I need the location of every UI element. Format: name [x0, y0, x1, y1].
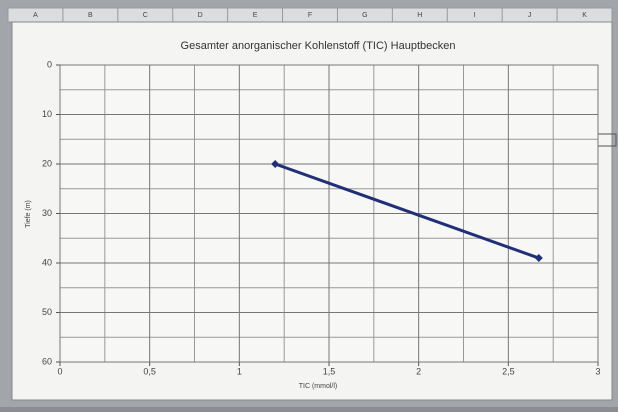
column-header: I — [474, 12, 476, 19]
column-header: E — [253, 12, 258, 19]
column-header: A — [33, 12, 38, 19]
column-header: F — [308, 12, 312, 19]
y-tick-label: 40 — [42, 257, 52, 267]
column-header: H — [417, 12, 422, 19]
y-tick-label: 10 — [42, 109, 52, 119]
chart-title: Gesamter anorganischer Kohlenstoff (TIC)… — [181, 40, 456, 52]
page: Gesamter anorganischer Kohlenstoff (TIC)… — [0, 0, 618, 412]
column-header: D — [198, 12, 203, 19]
y-tick-label: 50 — [42, 307, 52, 317]
x-tick-label: 3 — [595, 366, 600, 376]
x-tick-label: 2,5 — [502, 366, 515, 376]
x-axis-label: TIC (mmol/l) — [299, 383, 338, 390]
x-tick-label: 1,5 — [323, 366, 336, 376]
x-tick-label: 2 — [416, 366, 421, 376]
column-header: J — [528, 12, 532, 19]
x-tick-label: 0 — [57, 366, 62, 376]
x-tick-label: 0,5 — [143, 366, 156, 376]
column-header: C — [143, 12, 148, 19]
screen: Gesamter anorganischer Kohlenstoff (TIC)… — [0, 0, 618, 407]
column-header: B — [88, 12, 93, 19]
y-tick-label: 60 — [42, 356, 52, 366]
column-header: K — [582, 12, 587, 19]
y-tick-label: 20 — [42, 158, 52, 168]
column-header: G — [362, 12, 367, 19]
y-axis-label: Tiefe (m) — [25, 200, 32, 228]
x-tick-label: 1 — [237, 366, 242, 376]
y-tick-label: 0 — [47, 59, 52, 69]
y-tick-label: 30 — [42, 208, 52, 218]
